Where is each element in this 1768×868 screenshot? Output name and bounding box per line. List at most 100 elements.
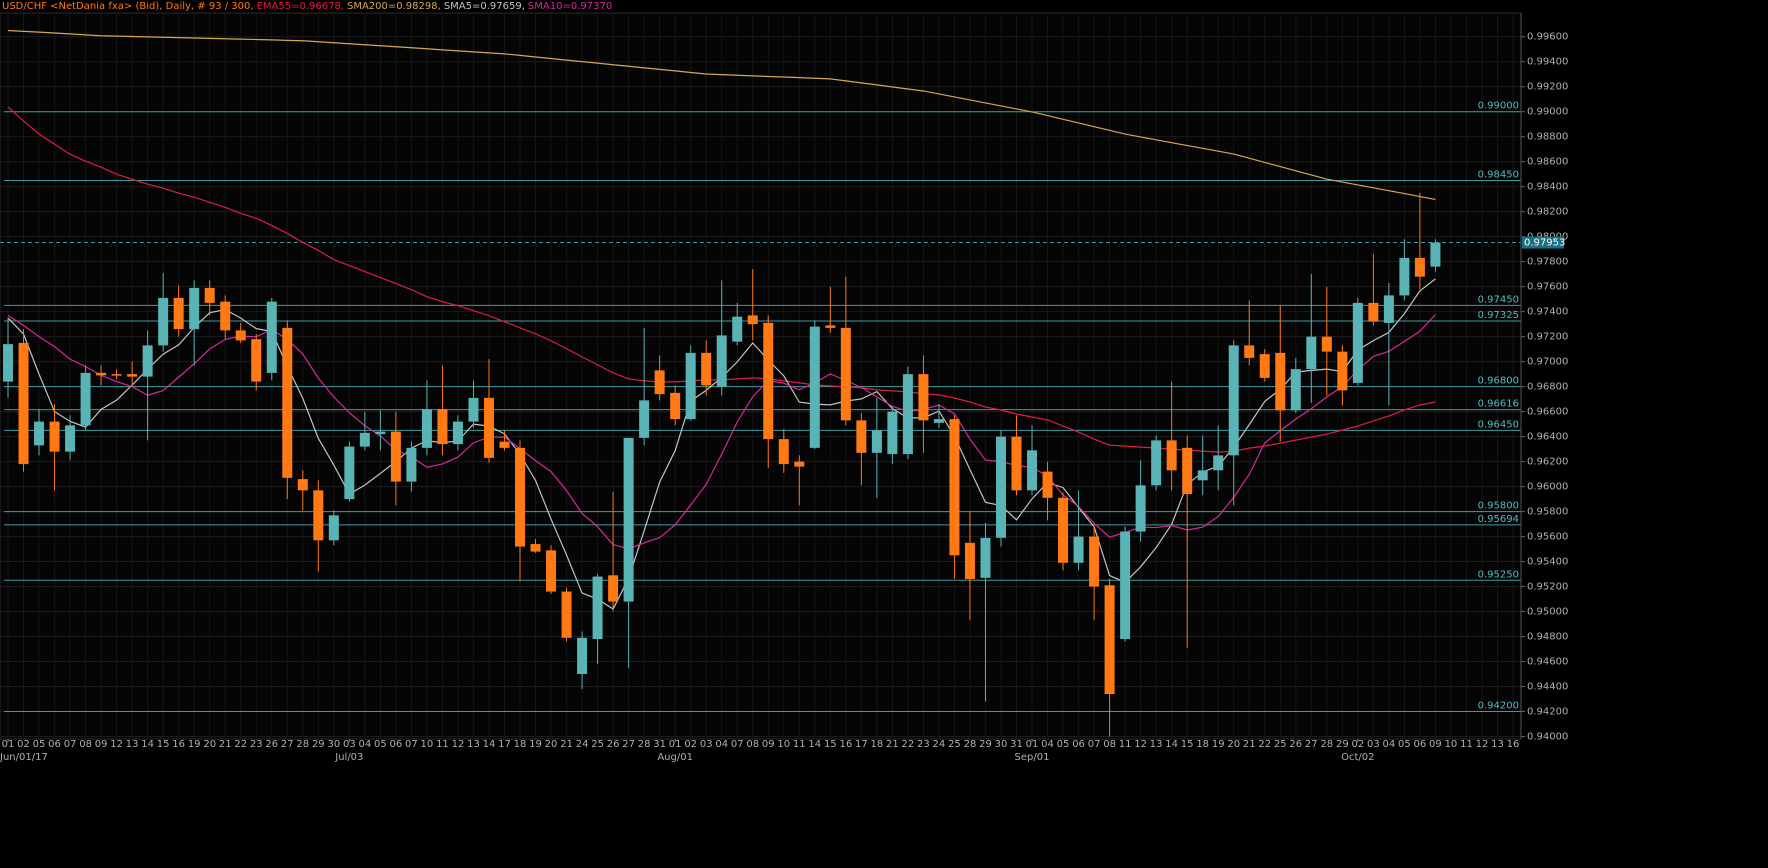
candle-body [1259,354,1270,378]
candle-body [499,441,510,448]
x-tick-label: 23 [917,739,930,750]
x-tick-label: 31 [653,739,666,750]
x-tick-label: 16 [1507,739,1520,750]
x-tick-label: 05 [33,739,46,750]
candle-body [732,316,743,342]
x-tick-label: 14 [483,739,496,750]
x-tick-label: 11 [1460,739,1473,750]
x-tick-label: 21 [1243,739,1256,750]
candle-body [127,374,138,377]
x-tick-label: 26 [265,739,278,750]
x-tick-label: 31 [1010,739,1023,750]
x-tick-label: 02 [1351,739,1364,750]
candle-body [1275,352,1286,411]
x-tick-label: 18 [870,739,883,750]
x-tick-label: 27 [622,739,635,750]
x-tick-label: 07 [405,739,418,750]
candle-body [1151,440,1162,486]
x-tick-label: 13 [1491,739,1504,750]
candle-body [933,419,944,423]
y-tick-label: 0.96600 [1527,407,1568,418]
candle-body [1197,470,1208,481]
candle-body [1027,450,1038,491]
chart-title: USD/CHF <NetDania fxa> (Bid), Daily, # 9… [2,1,254,12]
candle-body [577,637,588,675]
level-label: 0.96616 [1478,399,1519,410]
x-tick-label: 07 [731,739,744,750]
candle-body [530,544,541,552]
levels: 0.99000 0.98450 0.97450 0.97325 0.96800 0.966… [0,101,1521,713]
x-tick-label: 12 [452,739,465,750]
axes: 0.99600 0.99400 0.99200 0.99000 0.98800 0.986… [0,13,1568,763]
x-tick-label: 06 [1414,739,1427,750]
x-tick-label: 07 [1088,739,1101,750]
candle-body [515,447,526,547]
level-label: 0.97325 [1478,310,1519,321]
candle-body [1166,440,1177,471]
x-tick-label: 08 [746,739,759,750]
x-tick-label: 22 [1258,739,1271,750]
candle-body [716,335,727,387]
candle-body [313,490,324,541]
candle-body [437,409,448,445]
level-label: 0.96800 [1478,376,1519,387]
x-tick-label: 19 [188,739,201,750]
candle-body [1120,531,1131,640]
candle-body [825,325,836,328]
candles [3,192,1441,737]
period-label: Sep/01 [1015,752,1050,763]
x-tick-label: 09 [762,739,775,750]
x-tick-label: 28 [964,739,977,750]
x-tick-label: 11 [793,739,806,750]
x-tick-label: 26 [607,739,620,750]
x-tick-label: 04 [1041,739,1054,750]
candle-body [111,374,122,376]
y-tick-label: 0.95600 [1527,532,1568,543]
legend-entry: SMA200=0.98298, [347,1,441,12]
candle-body [701,352,712,386]
header: USD/CHF <NetDania fxa> (Bid), Daily, # 9… [2,1,612,12]
x-tick-label: 24 [933,739,946,750]
x-tick-label: 10 [777,739,790,750]
candle-body [1089,536,1100,587]
x-tick-label: 25 [1274,739,1287,750]
candle-body [623,437,634,602]
x-tick-label: 11 [1119,739,1132,750]
candle-body [964,542,975,580]
x-tick-label: 14 [1165,739,1178,750]
candle-body [3,344,13,382]
level-label: 0.95800 [1478,501,1519,512]
candle-body [266,301,277,373]
y-tick-label: 0.97800 [1527,257,1568,268]
candle-body [871,430,882,453]
x-tick-label: 03 [700,739,713,750]
candle-body [158,297,169,346]
candle-body [375,431,386,435]
period-label: Oct/02 [1341,752,1374,763]
candle-body [887,411,898,455]
x-tick-label: 28 [638,739,651,750]
period-label: Jul/03 [334,752,363,763]
x-tick-label: 25 [948,739,961,750]
x-tick-label: 06 [390,739,403,750]
x-tick-label: 03 [1367,739,1380,750]
x-tick-label: 30 [995,739,1008,750]
candle-body [1399,257,1410,296]
x-tick-label: 13 [1150,739,1163,750]
candle-body [49,421,60,452]
candle-body [670,392,681,420]
x-tick-label: 21 [886,739,899,750]
candle-body [1383,295,1394,323]
y-tick-label: 0.96000 [1527,482,1568,493]
x-tick-label: 04 [715,739,728,750]
x-tick-label: 12 [110,739,123,750]
x-tick-label: 26 [1289,739,1302,750]
candle-body [1135,485,1146,532]
x-tick-label: 05 [374,739,387,750]
x-tick-label: 12 [1476,739,1489,750]
period-label: Jun/01/17 [0,752,48,763]
x-tick-label: 27 [281,739,294,750]
candle-body [763,322,774,440]
candle-body [235,330,246,341]
candle-body [1182,447,1193,495]
